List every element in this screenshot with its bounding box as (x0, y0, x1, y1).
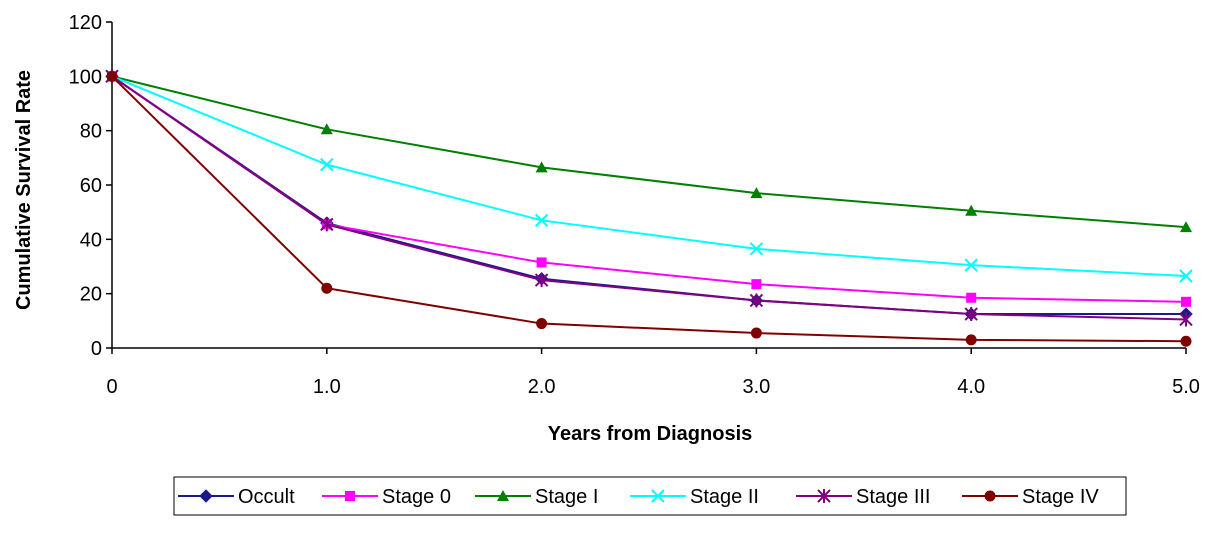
series-line-stage-i (111, 75, 1187, 229)
legend-label: Stage IV (1022, 486, 1099, 508)
x-tick-label: 1.0 (313, 376, 341, 398)
y-tick-label: 40 (80, 229, 102, 251)
legend-item-stage-i: Stage I (475, 486, 598, 508)
series-stage-iii (105, 69, 1193, 327)
series-stage-ii (105, 69, 1193, 283)
legend-swatch-marker (817, 489, 831, 503)
data-point-stage-ii (964, 258, 978, 272)
data-point-stage-iv (1180, 335, 1192, 347)
data-point-stage-iv (106, 70, 118, 82)
data-point-stage-i (750, 187, 763, 199)
series-line-stage-iv (111, 75, 1187, 343)
x-tick-label: 3.0 (742, 376, 770, 398)
series-stage-i (106, 70, 1192, 233)
data-point-stage-iii (534, 273, 549, 288)
y-tick-label: 80 (80, 121, 102, 143)
series-line-occult (111, 75, 1186, 316)
x-tick-label: 2.0 (528, 376, 556, 398)
data-point-stage-iv (965, 334, 977, 346)
legend-item-stage-iii: Stage III (796, 486, 931, 508)
y-tick-label: 20 (80, 284, 102, 306)
data-point-stage-iii (320, 217, 334, 232)
y-tick-labels: 0 20 40 60 80 100 120 (69, 12, 102, 360)
legend-item-stage-ii: Stage II (630, 486, 759, 508)
data-point-stage-0 (536, 257, 547, 268)
data-point-stage-iv (321, 282, 333, 294)
legend-swatch-marker (984, 490, 996, 502)
series-occult (105, 69, 1193, 321)
legend-swatch-marker (497, 490, 509, 501)
y-tick-label: 120 (69, 12, 102, 34)
legend-label: Occult (238, 486, 295, 508)
series-stage-0 (107, 71, 1191, 307)
legend-swatch-marker (345, 491, 355, 501)
legend-item-stage-0: Stage 0 (322, 486, 451, 508)
legend: Occult Stage 0 Stage I Stage II Stage III Sta… (173, 476, 1127, 516)
y-tick-label: 0 (91, 338, 102, 360)
y-tick-label: 60 (80, 175, 102, 197)
data-point-stage-ii (320, 157, 334, 172)
series-line-stage-ii (111, 75, 1187, 278)
legend-swatch-marker (199, 489, 213, 503)
data-point-stage-iv (536, 318, 548, 330)
data-point-stage-0 (751, 279, 762, 290)
data-point-stage-iii (964, 307, 978, 322)
data-point-stage-i (1180, 221, 1192, 233)
y-axis-title: Cumulative Survival Rate (13, 70, 35, 310)
legend-label: Stage I (535, 486, 598, 508)
data-point-stage-i (320, 123, 333, 135)
y-tick-label: 100 (69, 66, 102, 88)
data-point-stage-i (965, 204, 978, 216)
data-point-stage-iii (1179, 312, 1193, 327)
data-point-stage-i (535, 161, 548, 173)
data-point-stage-0 (1181, 296, 1191, 307)
x-tick-labels: 0 1.0 2.0 3.0 4.0 5.0 (106, 376, 1199, 398)
data-point-stage-0 (966, 292, 977, 303)
legend-swatch-marker (651, 489, 665, 503)
x-tick-label: 5.0 (1172, 376, 1200, 398)
x-tick-label: 0 (106, 376, 117, 398)
data-point-stage-ii (534, 213, 549, 228)
axes (106, 21, 1187, 354)
legend-label: Stage II (690, 486, 759, 508)
data-point-stage-iii (749, 293, 764, 308)
x-tick-label: 4.0 (957, 376, 985, 398)
data-point-stage-ii (749, 242, 764, 256)
legend-item-occult: Occult (178, 486, 295, 508)
legend-label: Stage 0 (382, 486, 451, 508)
legend-item-stage-iv: Stage IV (962, 486, 1099, 508)
series-line-stage-iii (111, 75, 1187, 321)
data-point-stage-ii (1179, 269, 1193, 283)
x-axis-title: Years from Diagnosis (548, 423, 753, 445)
data-point-stage-iv (750, 327, 762, 339)
legend-label: Stage III (856, 486, 931, 508)
series-stage-iv (106, 70, 1192, 347)
series-layer (105, 69, 1193, 347)
